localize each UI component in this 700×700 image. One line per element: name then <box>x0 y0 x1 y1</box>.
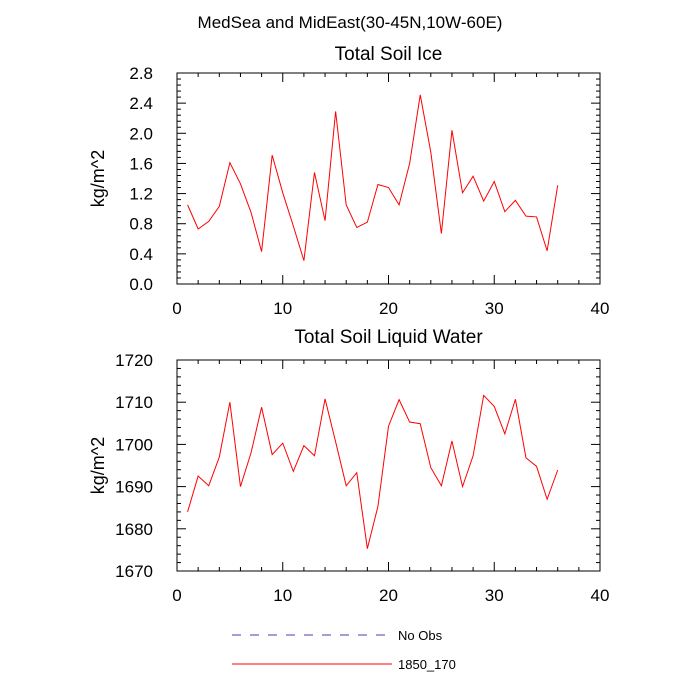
soil-liquid-y-tick-label: 1690 <box>115 478 153 497</box>
soil-liquid-plot-title: Total Soil Liquid Water <box>294 327 483 348</box>
soil-ice-x-tick-label: 20 <box>379 299 398 318</box>
soil-liquid-x-tick-label: 0 <box>172 586 181 605</box>
soil-liquid-plot-frame <box>176 359 601 572</box>
plot-total-soil-ice: Total Soil Ice kg/m^2 0 10 20 30 40 0.0 0.4 0.8 1.… <box>88 44 609 318</box>
legend-label-1850-170: 1850_170 <box>398 657 456 672</box>
soil-liquid-x-tick-label: 40 <box>591 586 610 605</box>
soil-ice-x-tick-label: 30 <box>485 299 504 318</box>
soil-liquid-y-tick-label: 1710 <box>115 393 153 412</box>
soil-liquid-y-tick-label: 1720 <box>115 351 153 370</box>
page-title: MedSea and MidEast(30-45N,10W-60E) <box>198 13 503 32</box>
soil-ice-x-tick-label: 0 <box>172 299 181 318</box>
soil-liquid-x-tick-label: 30 <box>485 586 504 605</box>
soil-ice-y-tick-label: 2.8 <box>129 64 153 83</box>
soil-liquid-x-tick-label: 10 <box>273 586 292 605</box>
soil-liquid-x-tick-label: 20 <box>379 586 398 605</box>
soil-ice-y-tick-label: 0.8 <box>129 215 153 234</box>
soil-liquid-y-tick-label: 1700 <box>115 435 153 454</box>
soil-ice-y-tick-label: 0.0 <box>129 275 153 294</box>
soil-ice-plot-frame <box>176 72 601 285</box>
soil-ice-y-tick-label: 1.2 <box>129 185 153 204</box>
legend-label-no-obs: No Obs <box>398 628 443 643</box>
soil-liquid-series-line <box>187 394 559 549</box>
soil-ice-plot-title: Total Soil Ice <box>335 44 443 65</box>
soil-ice-y-tick-label: 2.0 <box>129 124 153 143</box>
soil-ice-x-tick-label: 40 <box>591 299 610 318</box>
plot-total-soil-liquid-water: Total Soil Liquid Water kg/m^2 0 10 20 30 40 16… <box>88 327 609 605</box>
legend: No Obs 1850_170 <box>232 628 456 672</box>
soil-ice-x-tick-label: 10 <box>273 299 292 318</box>
soil-liquid-y-tick-label: 1670 <box>115 562 153 581</box>
soil-ice-y-axis-title: kg/m^2 <box>88 150 108 207</box>
soil-liquid-y-axis-title: kg/m^2 <box>88 437 108 494</box>
soil-ice-series-line <box>187 94 559 261</box>
soil-ice-y-tick-label: 0.4 <box>129 245 153 264</box>
soil-liquid-y-tick-label: 1680 <box>115 520 153 539</box>
soil-ice-y-tick-label: 1.6 <box>129 154 153 173</box>
soil-ice-y-tick-label: 2.4 <box>129 94 153 113</box>
